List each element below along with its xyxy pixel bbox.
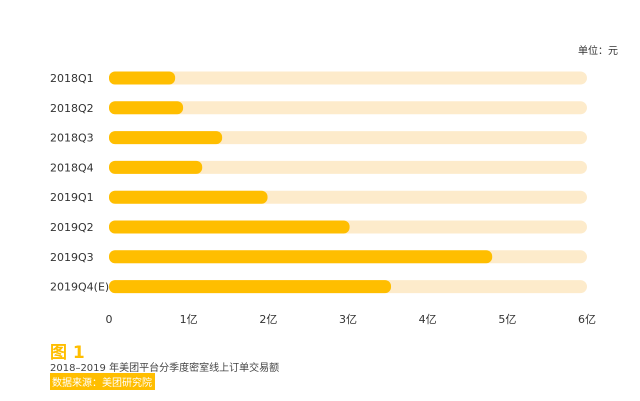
category-label: 2019Q2	[50, 221, 94, 234]
bar-track	[109, 101, 587, 115]
bar	[109, 131, 223, 145]
category-label: 2018Q3	[50, 132, 94, 145]
x-tick-label: 0	[106, 313, 113, 326]
x-tick-label: 5亿	[498, 313, 516, 326]
bar	[109, 250, 493, 264]
x-tick-label: 6亿	[578, 313, 596, 326]
figure-caption: 2018–2019 年美团平台分季度密室线上订单交易额	[50, 363, 280, 374]
bar	[109, 160, 203, 174]
figure-number: 图 1	[50, 343, 85, 363]
x-tick-label: 4亿	[419, 313, 437, 326]
bar	[109, 101, 184, 115]
bar-track	[109, 71, 587, 85]
bar	[109, 220, 350, 234]
category-label: 2018Q1	[50, 72, 94, 85]
category-label: 2019Q3	[50, 251, 94, 264]
bar	[109, 71, 176, 85]
bar	[109, 280, 392, 294]
x-tick-label: 3亿	[339, 313, 357, 326]
data-source-badge: 数据来源：美团研究院	[50, 373, 155, 390]
unit-label: 单位：元	[578, 46, 618, 57]
category-label: 2019Q4(E)	[50, 281, 109, 294]
category-label: 2018Q4	[50, 161, 94, 174]
x-tick-label: 1亿	[180, 313, 198, 326]
category-label: 2019Q1	[50, 191, 94, 204]
bar	[109, 190, 268, 204]
bar-track	[109, 160, 587, 174]
category-label: 2018Q2	[50, 102, 94, 115]
bar-chart: 2018Q1 2018Q2 2018Q3 2018Q4 2019Q1 2019Q2 2019…	[50, 71, 596, 326]
x-tick-label: 2亿	[259, 313, 277, 326]
bar-track	[109, 131, 587, 145]
